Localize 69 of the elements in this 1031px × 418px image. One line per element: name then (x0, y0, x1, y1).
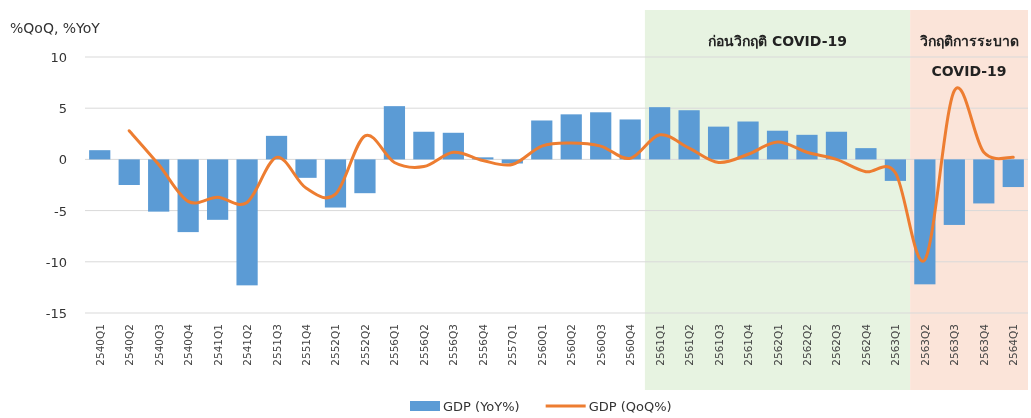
bar (89, 150, 111, 160)
x-tick-label: 2564Q1 (1007, 324, 1020, 366)
x-tick-label: 2563Q1 (889, 324, 902, 366)
x-tick-label: 2541Q1 (211, 324, 224, 366)
y-tick-label: 0 (58, 152, 67, 168)
x-tick-label: 2552Q1 (329, 324, 342, 366)
bar (324, 159, 347, 208)
bar (737, 121, 759, 160)
y-tick-label: 10 (50, 50, 67, 65)
bar (649, 107, 671, 160)
bar (590, 112, 612, 160)
x-tick-label: 2552Q2 (358, 324, 371, 366)
x-tick-label: 2562Q4 (859, 323, 872, 366)
bar (973, 159, 995, 204)
x-tick-label: 2556Q2 (417, 324, 430, 366)
bar (560, 114, 582, 160)
y-tick-label: 5 (58, 101, 67, 117)
bar (855, 148, 877, 160)
bar (207, 159, 229, 220)
bar (295, 159, 317, 178)
band-label: วิกฤติการระบาด COVID-19 (918, 32, 1020, 81)
x-tick-label: 2556Q1 (388, 324, 401, 366)
y-axis-title: %QoQ, %YoY (10, 20, 101, 36)
x-tick-label: 2556Q4 (476, 323, 489, 366)
x-tick-label: 2563Q2 (918, 324, 931, 366)
x-tick-label: 2540Q1 (93, 324, 106, 366)
bar (148, 159, 170, 212)
x-tick-label: 2556Q3 (447, 324, 460, 366)
x-tick-label: 2551Q4 (300, 323, 313, 366)
bar (678, 110, 700, 160)
bar (118, 159, 140, 185)
bar (707, 126, 730, 160)
x-tick-label: 2561Q3 (712, 324, 725, 366)
x-tick-label: 2563Q4 (977, 323, 990, 366)
x-tick-label: 2540Q2 (123, 324, 136, 366)
x-tick-label: 2557Q1 (506, 324, 519, 366)
bar (413, 131, 435, 160)
bar (1002, 159, 1024, 188)
x-tick-label: 2563Q3 (948, 324, 961, 366)
y-tick-label: -15 (45, 306, 67, 321)
legend-label: GDP (QoQ%) (588, 399, 672, 414)
bar (825, 131, 848, 160)
bar (177, 159, 199, 233)
y-tick-label: -5 (54, 203, 67, 219)
x-tick-label: 2561Q4 (742, 323, 755, 366)
x-tick-label: 2541Q2 (241, 324, 254, 366)
bar (531, 120, 553, 160)
x-tick-label: 2561Q1 (653, 324, 666, 366)
bar (383, 106, 406, 160)
x-tick-label: 2562Q2 (800, 324, 813, 366)
x-tick-label: 2540Q4 (182, 323, 195, 366)
bar (265, 135, 288, 160)
bar (619, 119, 641, 160)
bar (914, 159, 936, 285)
bar (943, 159, 965, 225)
x-tick-label: 2560Q2 (565, 324, 578, 366)
y-tick-label: -10 (45, 254, 67, 270)
x-tick-label: 2560Q1 (535, 324, 548, 366)
x-tick-label: 2540Q3 (152, 324, 165, 366)
x-tick-label: 2560Q3 (594, 324, 607, 366)
legend-label: GDP (YoY%) (443, 399, 520, 414)
x-tick-label: 2560Q4 (624, 323, 637, 366)
bar (236, 159, 258, 286)
x-tick-label: 2551Q3 (270, 324, 283, 366)
bar (354, 159, 376, 194)
band-label: ก่อนวิกฤติ COVID-19 (707, 32, 848, 51)
x-tick-label: 2562Q3 (830, 324, 843, 366)
x-tick-label: 2562Q1 (771, 324, 784, 366)
x-tick-label: 2561Q2 (683, 324, 696, 366)
